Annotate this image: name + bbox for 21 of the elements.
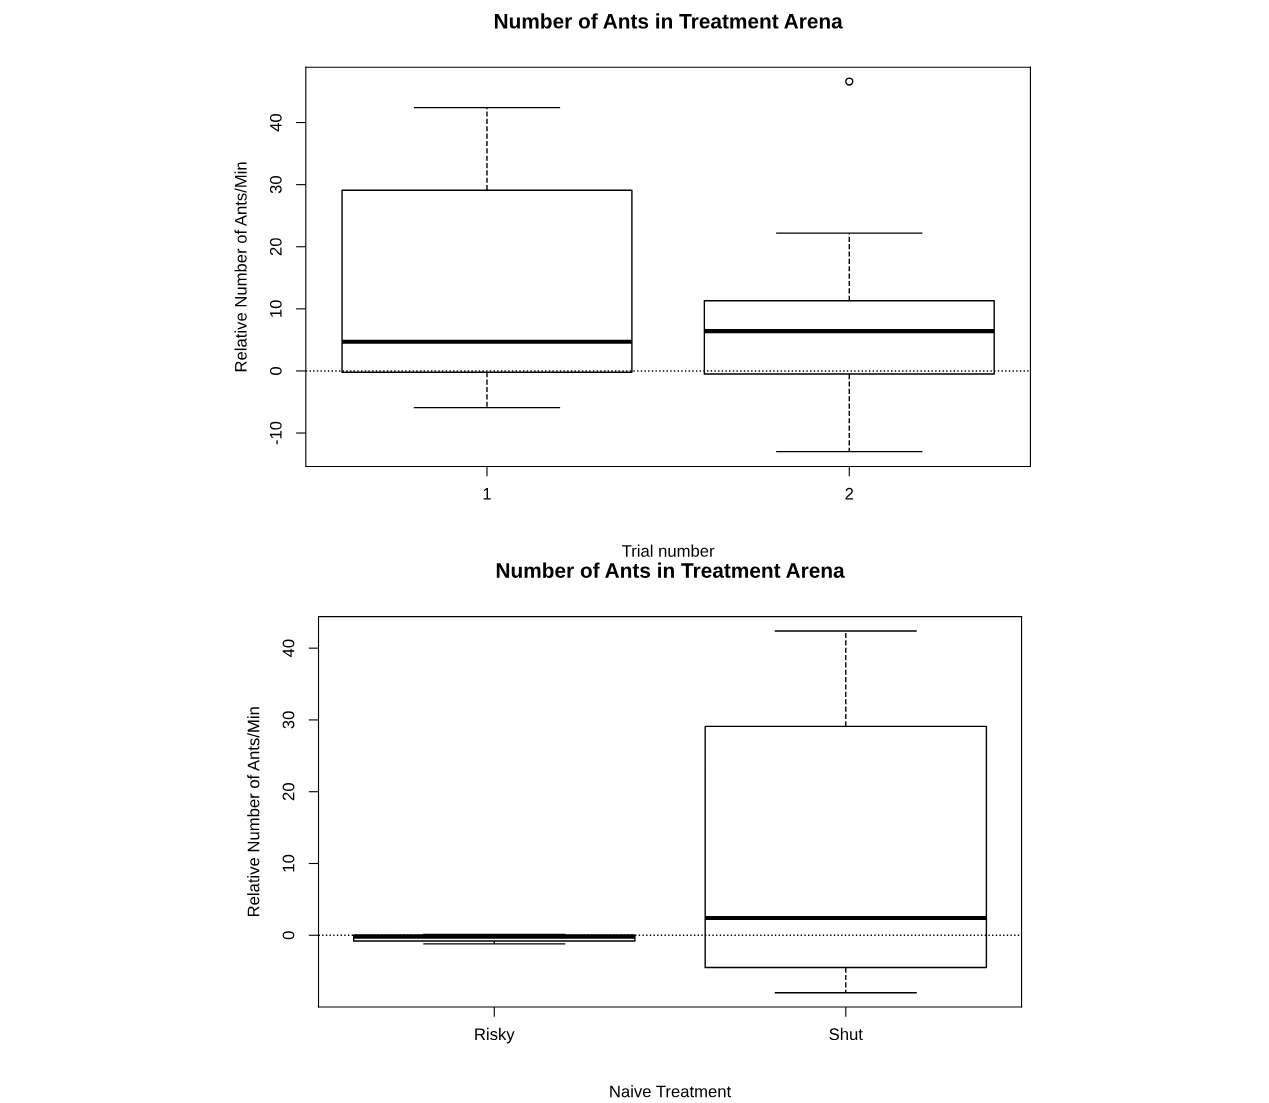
x-axis-title: Trial number [622, 544, 715, 557]
y-tick-label: 0 [282, 931, 295, 940]
chart-title: Number of Ants in Treatment Arena [494, 13, 843, 29]
y-tick-label: 30 [282, 711, 295, 729]
y-tick-label: 20 [282, 783, 295, 801]
y-tick-label: 10 [269, 300, 282, 317]
y-axis-title: Relative Number of Ants/Min [247, 707, 260, 917]
y-axis-title: Relative Number of Ants/Min [234, 162, 247, 372]
x-axis-title: Naive Treatment [610, 1085, 732, 1098]
y-tick-label: 10 [282, 854, 295, 872]
y-tick-label: 40 [269, 113, 282, 132]
x-tick-label: Risky [475, 1027, 515, 1044]
y-tick-label: 20 [269, 238, 282, 256]
y-tick-label: -10 [269, 421, 282, 445]
y-tick-label: 0 [269, 366, 282, 375]
y-tick-label: 30 [269, 176, 282, 194]
x-tick-label: 1 [483, 488, 491, 500]
x-tick-label: Shut [829, 1027, 863, 1041]
y-tick-label: 40 [282, 639, 295, 658]
x-tick-label: 2 [845, 487, 854, 500]
chart-title: Number of Ants in Treatment Arena [496, 562, 845, 578]
